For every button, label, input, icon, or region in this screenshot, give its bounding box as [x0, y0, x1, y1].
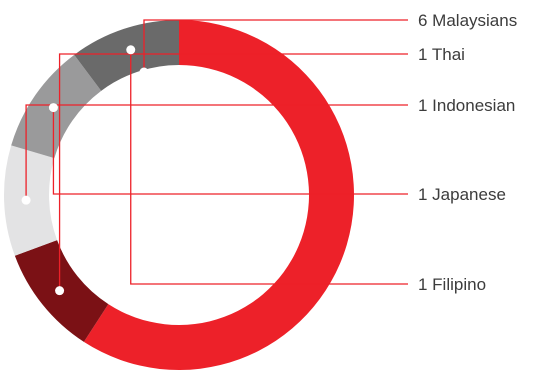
leader-dot-1-thai [55, 286, 65, 296]
leader-line-6-malaysians [143, 19, 408, 72]
slice-label-1-filipino: 1 Filipino [418, 275, 486, 294]
donut-slice-1-filipino [74, 20, 179, 91]
leader-line-1-thai [58, 53, 408, 291]
slice-label-1-thai: 1 Thai [418, 45, 465, 64]
leader-dot-1-filipino [126, 45, 136, 55]
leader-line-1-filipino [130, 49, 408, 285]
leader-line-1-indonesian [25, 104, 408, 201]
donut-slice-6-malaysians [83, 20, 354, 371]
leader-dot-6-malaysians [139, 67, 149, 77]
leader-line-1-japanese [52, 107, 408, 195]
slice-label-1-japanese: 1 Japanese [418, 185, 506, 204]
leader-dot-1-japanese [48, 103, 58, 113]
slice-label-1-indonesian: 1 Indonesian [418, 96, 515, 115]
slice-label-6-malaysians: 6 Malaysians [418, 11, 517, 30]
leader-dot-1-indonesian [21, 195, 31, 205]
